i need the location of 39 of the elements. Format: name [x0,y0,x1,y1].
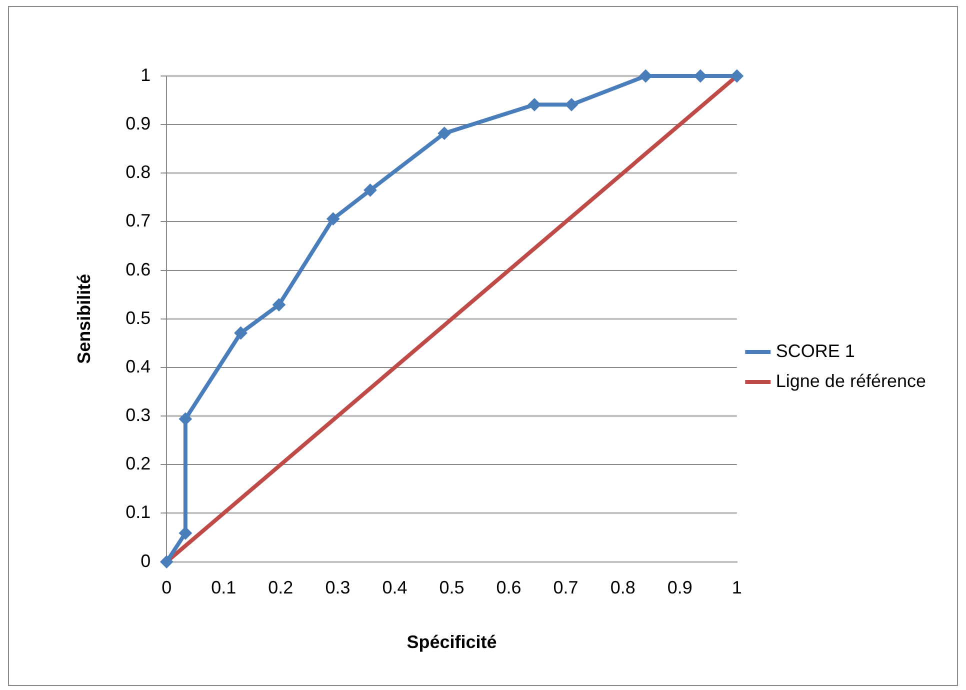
y-tick-label: 0.1 [126,502,151,522]
point [730,70,744,82]
x-tick-label: 1 [732,578,742,598]
x-tick-label: 0.4 [382,578,408,598]
point [694,70,707,82]
point [160,555,174,568]
point [178,526,192,540]
point [234,326,248,340]
point [364,184,377,197]
y-axis-title: Sensibilité [74,274,94,364]
x-axis-title: Spécificité [406,632,497,652]
point [272,298,286,312]
x-tick-label: 0.6 [496,578,522,598]
y-tick-label: 0 [140,550,151,571]
legend-label: Ligne de référence [776,370,926,391]
x-tick-label: 0.2 [268,578,294,598]
x-tick-label: 0 [162,578,172,598]
legend-label: SCORE 1 [776,340,855,361]
point [438,126,451,140]
y-tick-label: 0.4 [126,356,151,376]
x-tick-label: 0.1 [211,578,236,598]
point [565,98,578,112]
point [639,70,652,82]
point [326,212,340,226]
x-tick-label: 0.9 [667,578,692,598]
point [178,412,192,426]
x-tick-label: 0.3 [325,578,350,598]
y-tick-label: 1 [140,64,151,85]
x-tick-label: 0.8 [610,578,636,598]
y-tick-label: 0.3 [126,405,151,426]
y-tick-label: 0.5 [126,308,151,328]
point [528,98,541,112]
y-tick-label: 0.6 [126,259,151,280]
y-tick-label: 0.9 [126,114,151,134]
y-tick-label: 0.2 [126,454,151,474]
y-tick-label: 0.8 [126,162,151,182]
x-tick-label: 0.7 [553,578,578,598]
x-tick-label: 0.5 [439,578,464,598]
y-tick-label: 0.7 [126,210,151,231]
